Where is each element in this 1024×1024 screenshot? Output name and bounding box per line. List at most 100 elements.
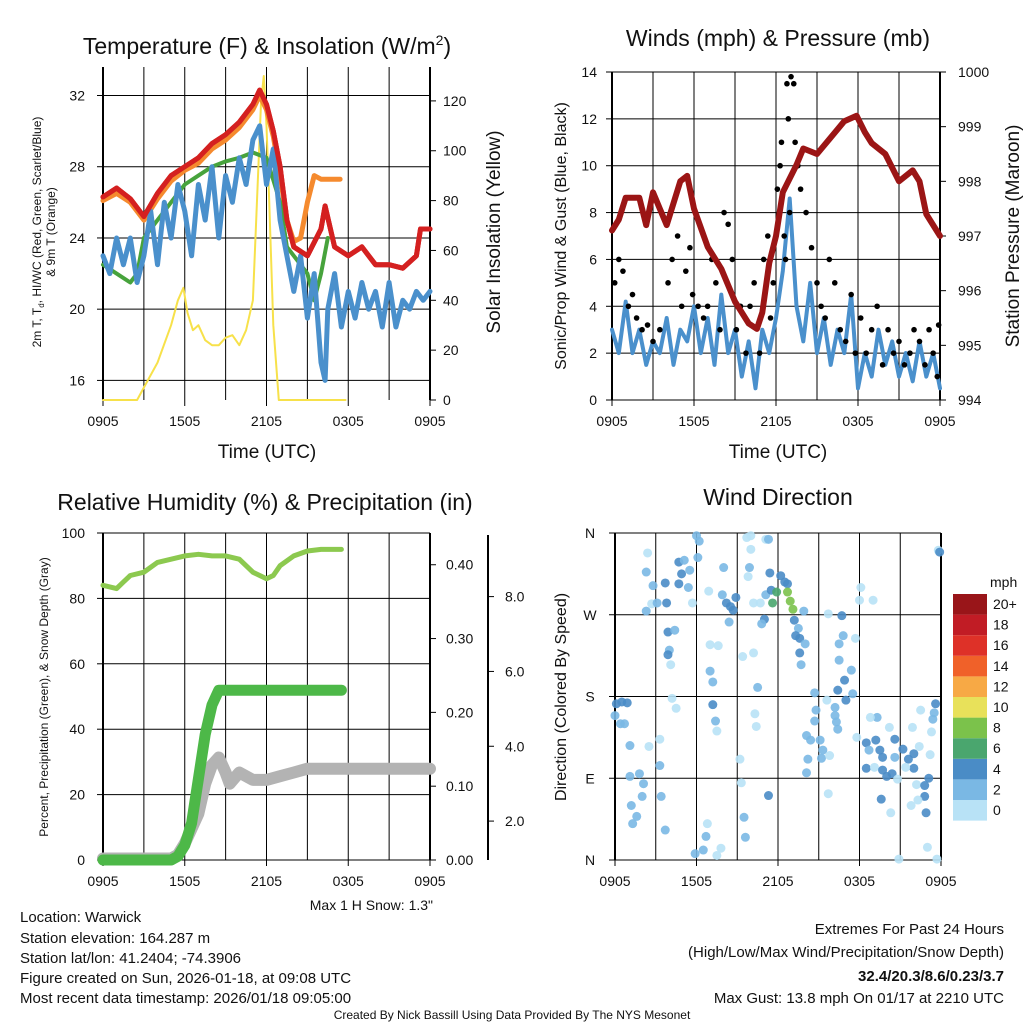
wind-direction-point (610, 711, 620, 721)
wind-direction-point (871, 735, 881, 745)
wind-direction-point (694, 536, 704, 546)
temperature-y-tick-label: 24 (69, 230, 85, 246)
wind-direction-point (920, 791, 930, 801)
gust-point (765, 233, 771, 239)
direction-tick-label: S (585, 689, 594, 705)
wind-direction-point (935, 547, 945, 557)
speed-legend-swatch (953, 779, 987, 800)
wind-direction-point (909, 763, 919, 773)
speed-legend-swatch (953, 676, 987, 697)
gust-point (669, 256, 675, 263)
gust-point (756, 350, 763, 356)
wind-direction-point (739, 812, 749, 822)
gust-point (911, 326, 917, 333)
winds-y-axis-label: Sonic/Prop Wind & Gust (Blue, Black) (553, 102, 570, 370)
wind-direction-point (931, 699, 941, 709)
temperature-y-tick-label: 32 (69, 87, 85, 103)
wind-y-tick-label: 8 (589, 205, 597, 221)
gust-point (874, 303, 880, 310)
wind-direction-point (841, 695, 851, 705)
speed-legend-title: mph (990, 574, 1017, 590)
gust-point (857, 315, 864, 321)
wind-direction-point (750, 709, 760, 719)
wind-direction-point (864, 745, 874, 755)
wind-direction-point (869, 762, 879, 772)
wind-direction-point (660, 825, 670, 835)
speed-legend-label: 10 (993, 699, 1009, 715)
humidity-y-tick-label: 80 (69, 590, 85, 606)
gust-point (935, 322, 942, 328)
wind-direction-point (671, 703, 681, 713)
gust-point (868, 326, 875, 333)
wind-y-tick-label: 10 (581, 158, 597, 174)
gust-point (934, 373, 941, 380)
wind-direction-point (670, 625, 680, 635)
wind-direction-point (833, 685, 843, 695)
wind-direction-point (701, 831, 711, 841)
gust-point (767, 315, 774, 321)
temperature-y-tick-label: 20 (69, 301, 85, 317)
wind-direction-point (719, 563, 729, 573)
wind-direction-point (639, 779, 649, 789)
wind-direction-point (687, 598, 697, 608)
gust-point (930, 350, 936, 356)
gust-point (818, 303, 824, 310)
wind-direction-point (705, 640, 715, 650)
wind-direction-point (875, 745, 885, 755)
x-tick-label: 1505 (169, 873, 200, 889)
direction-tick-label: N (585, 852, 595, 868)
x-tick-label: 2105 (762, 873, 793, 889)
x-tick-label: 1505 (681, 873, 712, 889)
wind-direction-point (626, 801, 636, 810)
wind-direction-point (620, 719, 630, 729)
insolation-y-tick-label: 120 (443, 93, 467, 109)
wind-direction-point (674, 579, 684, 589)
wind-direction-point (698, 845, 708, 855)
wind-direction-point (861, 763, 871, 773)
gust-point (665, 280, 671, 286)
wind-direction-point (683, 583, 693, 592)
wind-direction-chart-title: Wind Direction (703, 484, 853, 510)
wind-direction-point (751, 721, 761, 731)
wind-direction-point (907, 722, 917, 732)
wind-direction-point (795, 633, 805, 643)
humidity-y-tick-label: 20 (69, 787, 85, 803)
wind-direction-point (795, 648, 805, 658)
speed-legend-swatch (953, 717, 987, 739)
wind-y-tick-label: 14 (581, 64, 597, 80)
x-tick-label: 2105 (760, 413, 791, 429)
wind-direction-point (803, 754, 813, 764)
humidity-y-tick-label: 40 (69, 721, 85, 737)
wind-direction-point (811, 705, 821, 715)
pressure-y-tick-label: 999 (958, 119, 982, 135)
speed-legend-swatch (953, 655, 987, 677)
wind-direction-point (768, 598, 778, 608)
x-tick-label: 0905 (596, 413, 627, 429)
wind-direction-point (765, 568, 775, 578)
wind-direction-point (906, 801, 916, 810)
wind-direction-point (818, 745, 828, 755)
wind-y-tick-label: 6 (589, 251, 597, 267)
wind-direction-point (802, 768, 812, 778)
gust-point (683, 268, 689, 274)
gust-point (620, 268, 626, 274)
wind-direction-point (884, 722, 894, 732)
speed-legend-swatch (953, 614, 987, 636)
insolation-y-tick-label: 80 (443, 193, 459, 209)
wind-direction-point (800, 639, 810, 649)
wind-direction-point (846, 665, 856, 675)
wind-direction-point (924, 773, 934, 783)
gust-point (616, 256, 622, 263)
wind-direction-point (840, 675, 850, 685)
winds-x-axis-label: Time (UTC) (729, 442, 828, 463)
x-tick-label: 0905 (87, 873, 118, 889)
max-hourly-snow-note: Max 1 H Snow: 1.3" (310, 897, 433, 913)
wind-direction-point (663, 650, 673, 660)
wind-direction-point (625, 771, 635, 781)
wind-y-tick-label: 2 (589, 345, 597, 361)
wind-direction-point (789, 615, 799, 625)
wind-direction-point (914, 741, 924, 751)
wind-direction-point (856, 583, 866, 592)
wind-direction-point (753, 682, 763, 692)
wind-direction-point (743, 572, 753, 582)
